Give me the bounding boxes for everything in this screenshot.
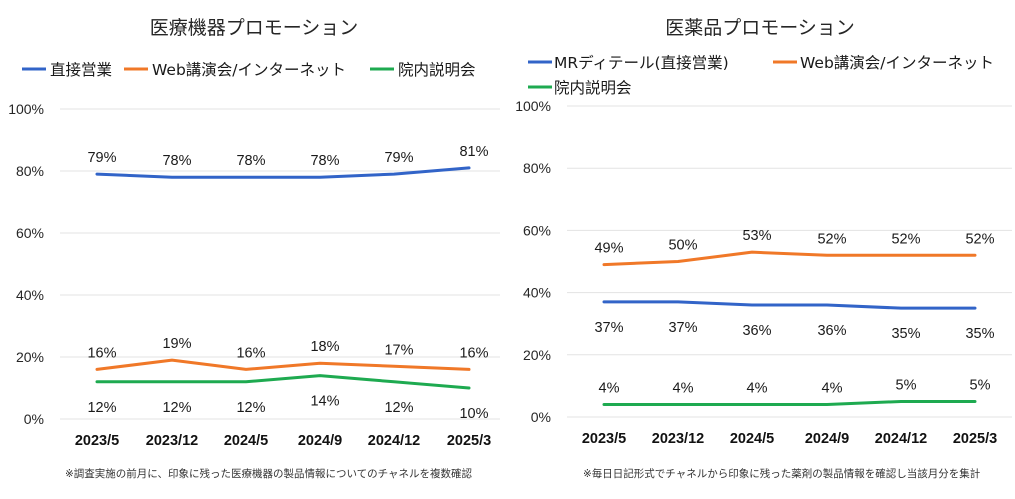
data-label: 35% <box>965 326 994 342</box>
data-label: 78% <box>162 153 191 169</box>
legend: 直接営業 Web講演会/インターネット 院内説明会 <box>22 60 476 79</box>
data-label: 4% <box>747 381 768 397</box>
series-line <box>95 166 471 179</box>
legend-label: 直接営業 <box>50 61 112 79</box>
data-label: 81% <box>459 144 488 160</box>
data-label: 4% <box>599 381 620 397</box>
data-label: 53% <box>742 228 771 244</box>
series-line <box>95 374 471 390</box>
legend-label: Web講演会/インターネット <box>152 61 346 79</box>
data-label: 16% <box>87 345 116 361</box>
data-label: 49% <box>594 241 623 257</box>
legend-label: 院内説明会 <box>398 60 476 79</box>
data-label: 19% <box>162 336 191 352</box>
data-label: 52% <box>817 231 846 247</box>
x-tick-label: 2025/3 <box>447 433 491 449</box>
data-label: 14% <box>310 394 339 410</box>
data-label: 12% <box>87 400 116 416</box>
y-tick-label: 20% <box>16 349 44 365</box>
data-label: 17% <box>384 342 413 358</box>
y-tick-label: 60% <box>16 225 44 241</box>
data-label: 37% <box>594 320 623 336</box>
series-line <box>602 399 977 407</box>
y-tick-label: 80% <box>523 160 551 176</box>
plot-area: 0% 20% 40% 60% 80% 100% 2023/5 2023/12 2024/5 202… <box>8 101 500 449</box>
data-label: 10% <box>459 406 488 422</box>
data-label: 50% <box>668 238 697 254</box>
legend-label: MRディテール(直接営業) <box>554 53 729 72</box>
data-label: 79% <box>384 150 413 166</box>
data-label: 78% <box>236 153 265 169</box>
y-tick-label: 60% <box>523 222 551 238</box>
x-tick-label: 2024/9 <box>298 433 342 449</box>
x-tick-label: 2023/12 <box>146 433 198 449</box>
data-label: 36% <box>742 323 771 339</box>
data-label: 12% <box>236 400 265 416</box>
data-label: 4% <box>673 381 694 397</box>
x-tick-label: 2024/12 <box>368 433 420 449</box>
x-tick-label: 2024/12 <box>875 431 927 447</box>
x-tick-label: 2024/5 <box>730 431 774 447</box>
data-label: 35% <box>891 326 920 342</box>
chart-medical-devices: 医療機器プロモーション 直接営業 Web講演会/インターネット 院内説明会 ※調… <box>22 17 476 480</box>
y-tick-label: 0% <box>531 409 551 425</box>
data-label: 37% <box>668 320 697 336</box>
data-label: 52% <box>965 231 994 247</box>
data-label: 5% <box>970 377 991 393</box>
y-tick-label: 0% <box>24 411 44 427</box>
data-label: 12% <box>384 400 413 416</box>
plot-area: 0% 20% 40% 60% 80% 100% 2023/5 2023/12 2024/5 202… <box>515 98 1012 447</box>
y-tick-label: 40% <box>16 287 44 303</box>
chart-note: ※毎日日記形式でチャネルから印象に残った薬剤の製品情報を確認し当該月分を集計 <box>583 467 981 480</box>
legend: MRディテール(直接営業) Web講演会/インターネット 院内説明会 <box>528 53 994 97</box>
x-tick-label: 2024/5 <box>224 433 268 449</box>
y-tick-label: 80% <box>16 163 44 179</box>
data-label: 78% <box>310 153 339 169</box>
chart-pharmaceuticals: 医薬品プロモーション MRディテール(直接営業) Web講演会/インターネット … <box>528 17 994 480</box>
series-line <box>602 300 977 310</box>
y-tick-label: 100% <box>8 101 44 117</box>
legend-label: 院内説明会 <box>554 78 632 97</box>
data-label: 16% <box>236 345 265 361</box>
x-tick-label: 2024/9 <box>805 431 849 447</box>
x-tick-label: 2023/12 <box>652 431 704 447</box>
data-label: 79% <box>87 150 116 166</box>
legend-label: Web講演会/インターネット <box>800 54 994 72</box>
data-label: 5% <box>896 377 917 393</box>
y-tick-label: 100% <box>515 98 551 114</box>
data-label: 12% <box>162 400 191 416</box>
x-tick-label: 2023/5 <box>75 433 119 449</box>
y-tick-label: 20% <box>523 347 551 363</box>
x-tick-label: 2025/3 <box>953 431 997 447</box>
data-label: 36% <box>817 323 846 339</box>
series-line <box>95 358 471 371</box>
data-label: 52% <box>891 231 920 247</box>
data-label: 16% <box>459 345 488 361</box>
y-tick-label: 40% <box>523 285 551 301</box>
chart-title: 医薬品プロモーション <box>665 17 855 39</box>
series-line <box>602 250 977 267</box>
chart-note: ※調査実施の前月に、印象に残った医療機器の製品情報についてのチャネルを複数確認 <box>65 467 473 480</box>
chart-title: 医療機器プロモーション <box>150 17 359 39</box>
data-label: 18% <box>310 339 339 355</box>
data-label: 4% <box>822 381 843 397</box>
x-tick-label: 2023/5 <box>582 431 626 447</box>
